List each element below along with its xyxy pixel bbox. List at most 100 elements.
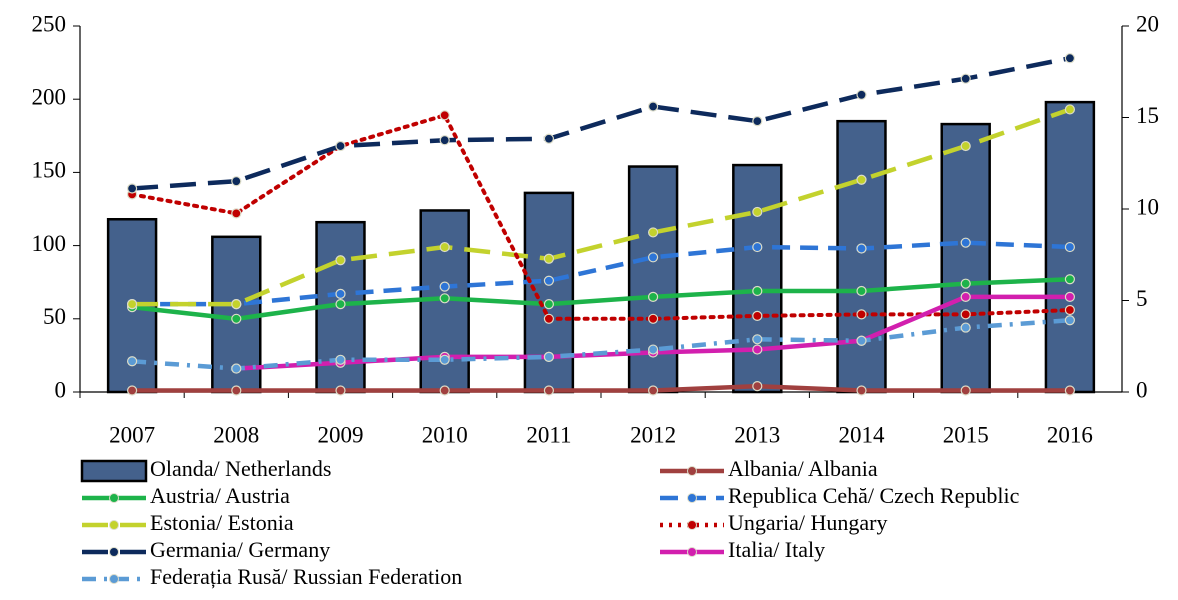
marker (335, 140, 346, 152)
marker (960, 278, 971, 289)
marker (647, 344, 659, 355)
y2-tick-label: 0 (1136, 377, 1148, 402)
line (131, 56, 1071, 191)
legend-marker (687, 520, 697, 530)
marker (335, 385, 346, 396)
marker (127, 299, 138, 310)
marker (752, 116, 763, 127)
marker (1064, 385, 1076, 396)
legend-marker (109, 520, 119, 530)
marker (231, 363, 242, 374)
y2-tick-label: 15 (1136, 103, 1159, 128)
y-tick-label: 200 (32, 84, 67, 109)
x-tick-label: 2008 (213, 422, 259, 447)
marker (752, 310, 763, 321)
x-tick-label: 2009 (318, 422, 364, 447)
legend-marker (687, 466, 697, 476)
marker (335, 354, 346, 365)
marker (335, 255, 346, 266)
x-tick-label: 2016 (1047, 422, 1093, 447)
marker (1064, 53, 1076, 64)
marker (439, 135, 450, 146)
marker (543, 275, 555, 286)
legend-marker (109, 547, 119, 557)
marker (231, 208, 242, 219)
line (131, 277, 1070, 322)
marker (231, 313, 242, 324)
bar (627, 165, 679, 394)
marker (960, 385, 971, 396)
marker (856, 174, 867, 185)
y-tick-label: 100 (32, 231, 67, 256)
y2-tick-label: 20 (1136, 11, 1159, 36)
marker (231, 176, 242, 187)
legend-label: Italia/ Italy (728, 537, 825, 562)
marker (856, 385, 867, 396)
marker (647, 313, 659, 324)
bar (732, 163, 783, 394)
y-tick-label: 0 (55, 377, 67, 402)
y2-tick-label: 10 (1136, 194, 1159, 219)
line (132, 240, 1070, 307)
line (130, 112, 1072, 321)
legend-label: Federația Rusă/ Russian Federation (150, 564, 462, 589)
legend-label: Republica Cehă/ Czech Republic (728, 483, 1020, 508)
bar (523, 191, 575, 394)
legend-label: Austria/ Austria (150, 483, 290, 508)
marker (856, 243, 867, 254)
x-tick-label: 2012 (630, 422, 676, 447)
marker (439, 281, 450, 292)
marker (752, 241, 763, 253)
marker (752, 334, 763, 345)
marker (1064, 241, 1076, 253)
marker (439, 293, 450, 304)
marker (543, 133, 555, 144)
y-tick-label: 50 (43, 304, 66, 329)
marker (960, 309, 971, 320)
marker (1064, 315, 1076, 326)
marker (543, 385, 555, 396)
marker (335, 299, 346, 310)
marker (1064, 291, 1076, 302)
legend-marker (687, 547, 697, 557)
legend-marker (109, 493, 119, 503)
marker (127, 385, 138, 396)
marker (752, 344, 763, 355)
legend-label: Olanda/ Netherlands (150, 456, 331, 481)
marker (335, 288, 346, 300)
marker (439, 385, 450, 396)
x-tick-label: 2007 (109, 422, 155, 447)
marker (752, 285, 763, 297)
x-tick-label: 2010 (422, 422, 468, 447)
marker (752, 206, 763, 218)
y2-tick-label: 5 (1136, 286, 1148, 311)
marker (439, 354, 450, 365)
line (131, 318, 1071, 371)
marker (543, 299, 555, 310)
line (132, 383, 1070, 393)
marker (856, 309, 867, 320)
marker (960, 322, 971, 333)
legend-swatch (80, 459, 148, 483)
marker (543, 253, 555, 264)
y-tick-label: 150 (32, 158, 67, 183)
x-tick-label: 2013 (734, 422, 780, 447)
legend-marker (109, 574, 119, 584)
marker (439, 110, 450, 121)
legend-label: Germania/ Germany (150, 537, 330, 562)
marker (1064, 104, 1076, 115)
legend-marker (687, 493, 697, 503)
legend-label: Albania/ Albania (728, 456, 878, 481)
legend-label: Ungaria/ Hungary (728, 510, 887, 535)
marker (752, 381, 763, 392)
marker (647, 291, 659, 302)
marker (856, 89, 867, 100)
marker (960, 73, 971, 84)
marker (543, 351, 555, 362)
marker (543, 313, 555, 324)
marker (1064, 304, 1076, 316)
marker (647, 227, 659, 238)
marker (127, 356, 138, 367)
marker (1064, 274, 1076, 285)
